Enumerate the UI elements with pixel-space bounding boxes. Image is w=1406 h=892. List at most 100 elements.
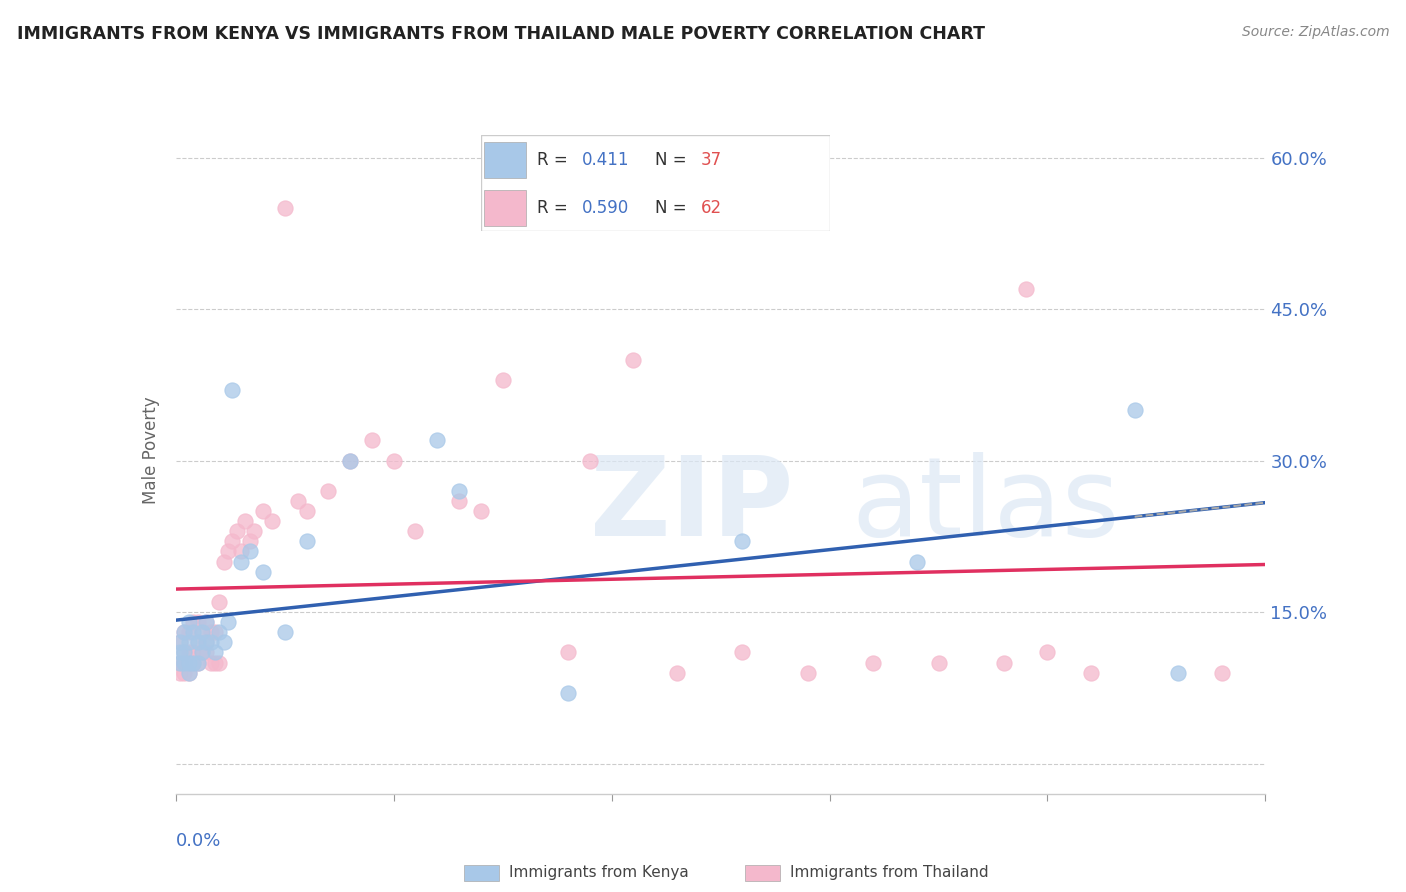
Point [186,656,209,670]
Point [191,645,214,659]
Point [295,534,318,549]
Point [993,656,1015,670]
Point [169,645,191,659]
Point [186,656,209,670]
Point [231,555,253,569]
Point [173,656,195,670]
Point [186,635,209,649]
Text: ZIP: ZIP [591,452,793,559]
Point [1123,403,1146,417]
Point [173,656,195,670]
Point [928,656,950,670]
Point [195,635,218,649]
Point [1211,665,1233,680]
Point [204,645,226,659]
Point [177,665,200,680]
Point [208,656,231,670]
Point [621,352,644,367]
Point [217,544,239,558]
Point [181,656,204,670]
Point [318,483,340,498]
Point [177,615,200,630]
Point [177,625,200,640]
Point [274,201,297,215]
Point [666,665,689,680]
Point [796,665,818,680]
Point [360,434,382,448]
Point [579,453,602,467]
Point [169,635,191,649]
Point [173,645,195,659]
Point [191,625,214,640]
Point [217,615,239,630]
Point [177,656,200,670]
Point [181,625,204,640]
Point [426,434,449,448]
Point [252,565,274,579]
Point [200,635,222,649]
Point [231,544,253,558]
Point [221,534,243,549]
Point [252,504,274,518]
Point [200,656,222,670]
Point [169,665,191,680]
Point [287,494,309,508]
Point [173,645,195,659]
Point [173,625,195,640]
Point [195,615,218,630]
Point [169,656,191,670]
Point [195,615,218,630]
Point [382,453,405,467]
Point [1167,665,1189,680]
Point [177,656,200,670]
Point [235,514,257,528]
Point [295,504,318,518]
Point [177,645,200,659]
Point [208,595,231,609]
Point [186,615,209,630]
Point [274,625,297,640]
Point [260,514,283,528]
Point [195,645,218,659]
Point [200,625,222,640]
Point [905,555,928,569]
Point [731,645,754,659]
Point [191,625,214,640]
Text: Immigrants from Thailand: Immigrants from Thailand [790,865,988,880]
Point [239,544,262,558]
Point [177,665,200,680]
Point [1080,665,1102,680]
Point [447,494,470,508]
Point [173,625,195,640]
Y-axis label: Male Poverty: Male Poverty [142,397,160,504]
Text: atlas: atlas [852,452,1119,559]
Point [339,453,361,467]
Point [208,625,231,640]
Point [221,383,243,397]
Point [204,656,226,670]
Text: Source: ZipAtlas.com: Source: ZipAtlas.com [1241,25,1389,39]
Point [195,635,218,649]
Point [1015,282,1038,296]
Point [447,483,470,498]
Point [177,635,200,649]
Point [243,524,266,539]
Point [731,534,754,549]
Text: IMMIGRANTS FROM KENYA VS IMMIGRANTS FROM THAILAND MALE POVERTY CORRELATION CHART: IMMIGRANTS FROM KENYA VS IMMIGRANTS FROM… [17,25,984,43]
Point [212,555,235,569]
Point [169,656,191,670]
Point [239,534,262,549]
Point [862,656,884,670]
Point [169,635,191,649]
Point [212,635,235,649]
Point [181,615,204,630]
Point [405,524,427,539]
Text: Immigrants from Kenya: Immigrants from Kenya [509,865,689,880]
Point [173,665,195,680]
Point [181,645,204,659]
Point [339,453,361,467]
Point [204,625,226,640]
Point [1036,645,1059,659]
Point [191,645,214,659]
Point [557,686,579,700]
